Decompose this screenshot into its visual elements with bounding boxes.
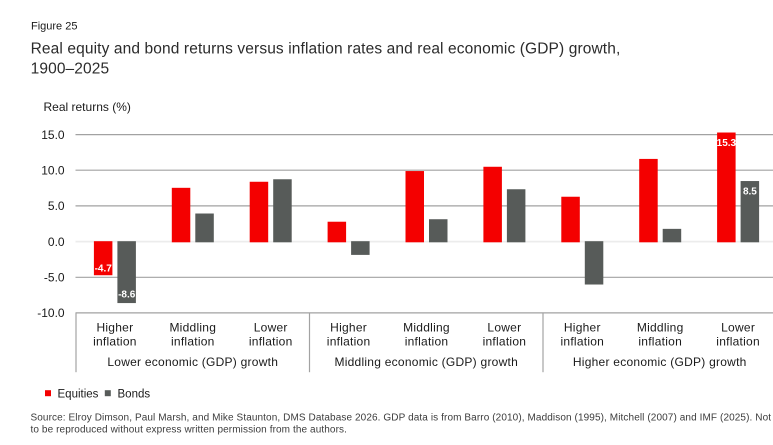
svg-text:Higher: Higher <box>330 321 367 335</box>
svg-text:8.5: 8.5 <box>743 187 757 198</box>
svg-text:-8.6: -8.6 <box>118 290 136 301</box>
svg-text:to be reproduced without expre: to be reproduced without express written… <box>31 424 348 435</box>
svg-text:Real returns (%): Real returns (%) <box>44 100 131 114</box>
svg-text:Middling: Middling <box>637 321 684 335</box>
svg-text:-5.0: -5.0 <box>44 270 65 284</box>
svg-text:inflation: inflation <box>171 335 215 349</box>
svg-text:Middling: Middling <box>169 321 216 335</box>
svg-text:Figure 25: Figure 25 <box>31 20 77 32</box>
svg-text:Real equity and bond returns v: Real equity and bond returns versus infl… <box>31 41 621 58</box>
svg-text:inflation: inflation <box>249 335 293 349</box>
svg-text:0.0: 0.0 <box>48 235 65 249</box>
svg-text:inflation: inflation <box>483 335 527 349</box>
svg-text:15.0: 15.0 <box>41 128 65 142</box>
svg-text:Middling: Middling <box>403 321 450 335</box>
svg-text:Middling economic (GDP) growth: Middling economic (GDP) growth <box>334 355 518 369</box>
svg-text:10.0: 10.0 <box>41 163 65 177</box>
svg-text:Lower: Lower <box>721 321 755 335</box>
svg-text:Higher: Higher <box>96 321 133 335</box>
svg-text:Equities: Equities <box>58 388 99 400</box>
svg-text:Higher: Higher <box>564 321 601 335</box>
svg-text:inflation: inflation <box>638 335 682 349</box>
svg-text:1900–2025: 1900–2025 <box>31 61 110 78</box>
svg-text:inflation: inflation <box>405 335 449 349</box>
svg-text:Bonds: Bonds <box>118 388 151 400</box>
svg-text:-4.7: -4.7 <box>95 264 113 275</box>
svg-text:Higher economic (GDP) growth: Higher economic (GDP) growth <box>573 355 747 369</box>
svg-text:inflation: inflation <box>93 335 137 349</box>
svg-text:Source: Elroy Dimson, Paul Mar: Source: Elroy Dimson, Paul Marsh, and Mi… <box>31 413 772 424</box>
svg-text:inflation: inflation <box>327 335 371 349</box>
svg-text:Lower economic (GDP) growth: Lower economic (GDP) growth <box>107 355 278 369</box>
svg-text:15.3: 15.3 <box>717 138 737 149</box>
svg-text:inflation: inflation <box>716 335 760 349</box>
svg-text:5.0: 5.0 <box>48 199 65 213</box>
svg-text:-10.0: -10.0 <box>37 306 65 320</box>
svg-text:Lower: Lower <box>254 321 288 335</box>
svg-text:Lower: Lower <box>487 321 521 335</box>
svg-text:inflation: inflation <box>560 335 604 349</box>
